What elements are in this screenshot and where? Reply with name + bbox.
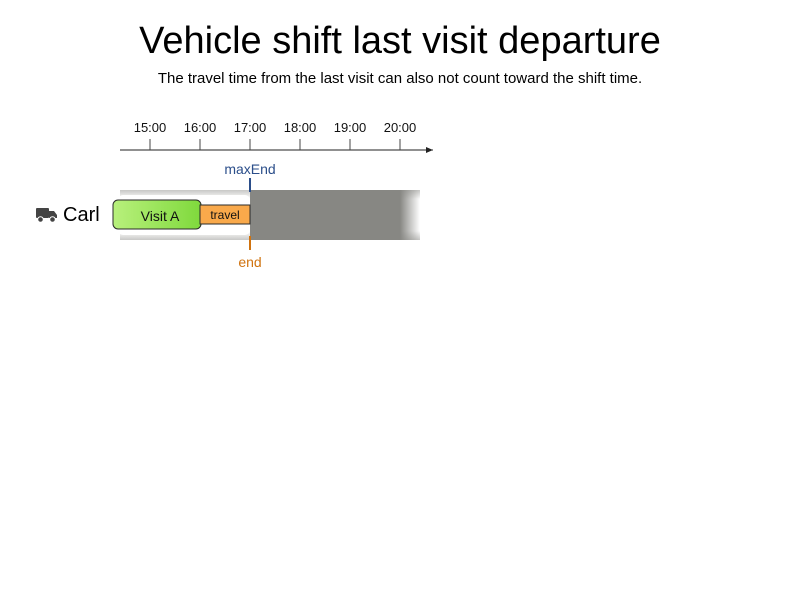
time-tick-label: 18:00 — [284, 120, 317, 135]
end-label: end — [238, 254, 261, 270]
time-tick-label: 19:00 — [334, 120, 367, 135]
time-tick-label: 16:00 — [184, 120, 217, 135]
vehicle-name: Carl — [63, 204, 100, 226]
visit-a-label: Visit A — [141, 208, 180, 224]
time-axis: 15:00 16:00 17:00 18:00 19:00 20:00 — [120, 120, 433, 153]
end-marker: end — [238, 236, 262, 270]
max-end-label: maxEnd — [224, 161, 275, 177]
unavailable-fade — [400, 190, 420, 240]
shift-row: Visit A travel — [112, 190, 420, 240]
truck-icon — [36, 208, 57, 223]
max-end-marker: maxEnd — [224, 161, 276, 192]
unavailable-after-shift — [250, 190, 400, 240]
time-tick-label: 20:00 — [384, 120, 417, 135]
travel-block[interactable] — [199, 204, 251, 225]
vehicle-label: Carl — [36, 202, 100, 228]
page-title: Vehicle shift last visit departure — [139, 20, 661, 62]
travel-label: travel — [210, 208, 239, 222]
time-tick-label: 17:00 — [234, 120, 267, 135]
page-subtitle: The travel time from the last visit can … — [157, 70, 643, 87]
time-tick-label: 15:00 — [134, 120, 167, 135]
